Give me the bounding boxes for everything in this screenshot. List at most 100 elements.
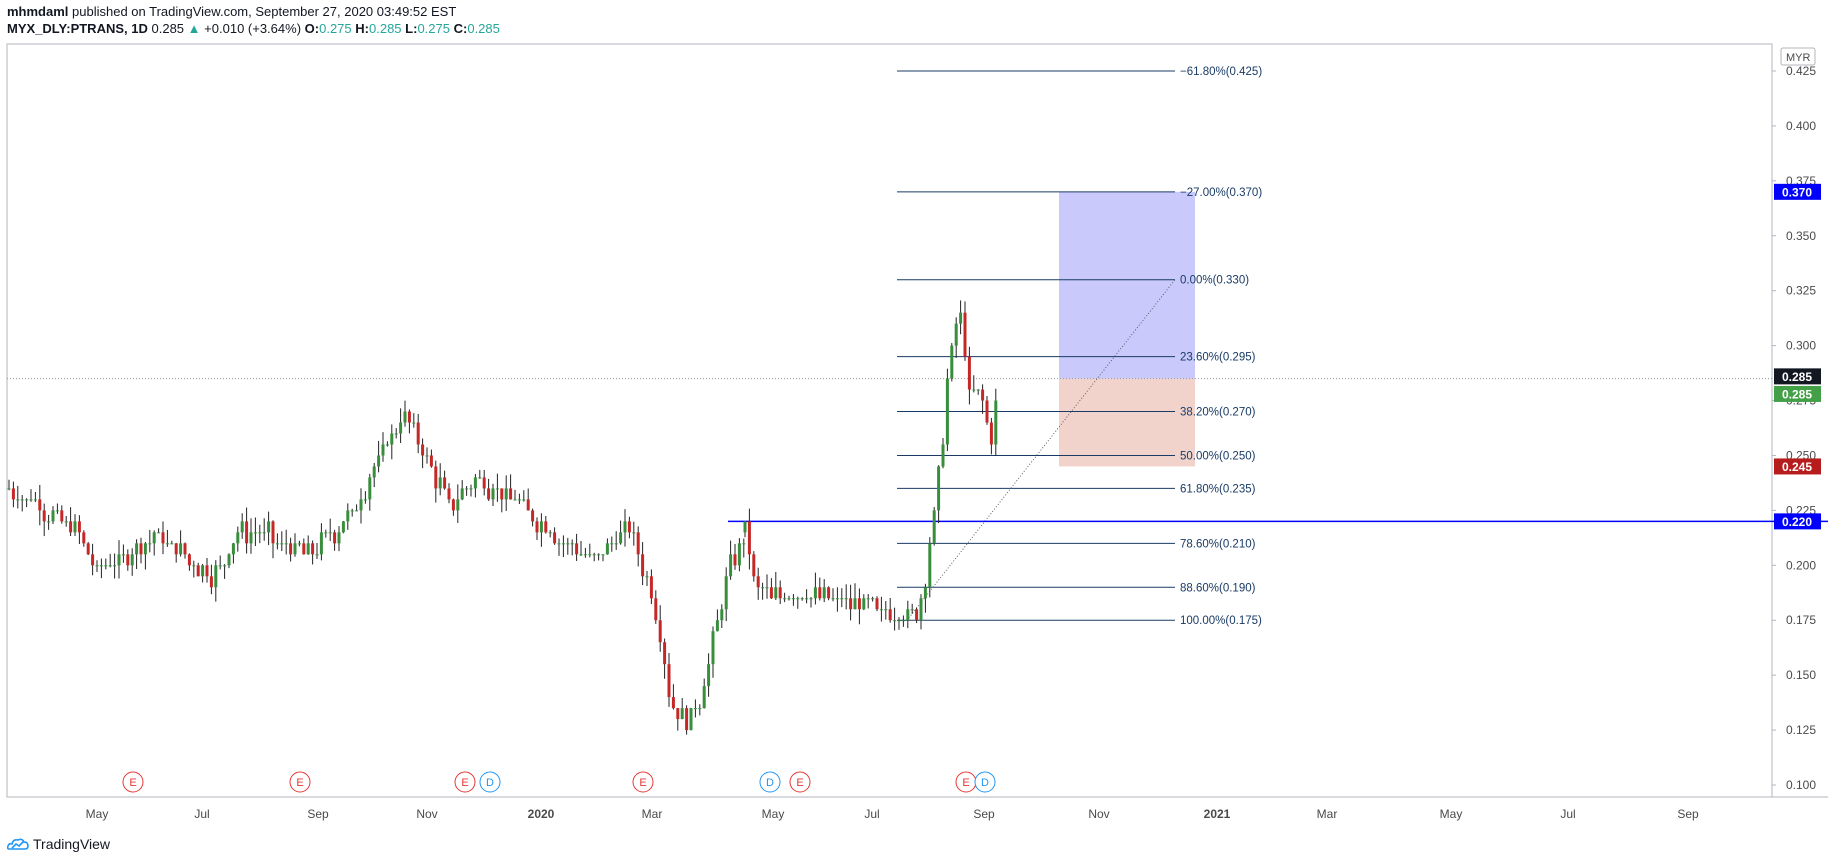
candle-body xyxy=(561,543,565,545)
candle-body xyxy=(91,554,95,566)
dividend-marker[interactable] xyxy=(479,771,501,793)
candle-body xyxy=(623,521,627,533)
candle-body xyxy=(51,510,55,522)
candle-body xyxy=(787,598,791,600)
high-label: H: xyxy=(355,21,369,36)
candle-body xyxy=(253,532,257,534)
candle-body xyxy=(893,620,897,622)
candle-body xyxy=(113,565,117,567)
candle-body xyxy=(809,598,813,600)
candle-body xyxy=(399,422,403,434)
x-tick-label: May xyxy=(762,807,785,821)
candle-body xyxy=(901,620,905,622)
candle-body xyxy=(614,543,618,545)
candle-body xyxy=(945,378,949,445)
dividend-marker[interactable] xyxy=(759,771,781,793)
x-tick-label: Jul xyxy=(864,807,879,821)
candle-body xyxy=(831,598,835,600)
event-marker-label: D xyxy=(766,777,774,789)
price-tag-label: 0.220 xyxy=(1782,515,1812,529)
candle-body xyxy=(20,499,24,501)
candle-body xyxy=(853,598,857,610)
candle-body xyxy=(522,499,526,501)
candle-body xyxy=(835,598,839,600)
candle-body xyxy=(500,488,504,500)
fib-level-label: 0.00%(0.330) xyxy=(1180,275,1249,287)
candle-body xyxy=(7,488,11,490)
candle-body xyxy=(161,532,165,544)
candle-body xyxy=(981,389,985,401)
x-tick-label: May xyxy=(86,807,109,821)
candle-body xyxy=(465,488,469,490)
plot-frame xyxy=(6,43,1773,798)
candle-body xyxy=(888,609,892,621)
candle-body xyxy=(421,444,425,456)
target-zone[interactable] xyxy=(1059,191,1195,379)
stop-zone[interactable] xyxy=(1059,378,1195,467)
candle-body xyxy=(249,532,253,544)
candle-body xyxy=(698,708,702,710)
candle-body xyxy=(658,620,662,643)
currency-label: MYR xyxy=(1786,52,1811,64)
last-price: 0.285 xyxy=(151,21,185,36)
candle-body xyxy=(495,488,499,490)
candle-body xyxy=(791,598,795,600)
fib-level-label: −27.00%(0.370) xyxy=(1180,187,1262,199)
y-tick-label: 0.350 xyxy=(1786,229,1816,243)
earnings-marker[interactable] xyxy=(289,771,311,793)
candle-body xyxy=(337,532,341,544)
candle-body xyxy=(517,499,521,501)
candle-body xyxy=(355,510,359,512)
symbol-name: MYX_DLY:PTRANS, 1D xyxy=(7,21,148,36)
candle-body xyxy=(407,411,411,423)
candle-body xyxy=(752,554,756,577)
candle-body xyxy=(910,609,914,611)
candle-body xyxy=(64,521,68,523)
candle-body xyxy=(258,532,262,534)
candle-body xyxy=(311,543,315,555)
candle-body xyxy=(377,455,381,467)
dividend-marker[interactable] xyxy=(974,771,996,793)
candle-body xyxy=(262,532,266,534)
candle-body xyxy=(871,598,875,600)
candle-body xyxy=(117,554,121,566)
candle-body xyxy=(143,543,147,555)
earnings-marker[interactable] xyxy=(789,771,811,793)
publish-info: mhmdaml published on TradingView.com, Se… xyxy=(7,4,456,19)
fib-trend-line[interactable] xyxy=(906,279,1176,621)
candle-body xyxy=(434,466,438,489)
price-tag-label: 0.245 xyxy=(1782,460,1812,474)
candle-body xyxy=(526,499,530,511)
author-name[interactable]: mhmdaml xyxy=(7,4,69,19)
candle-body xyxy=(416,422,420,445)
candle-body xyxy=(42,510,46,522)
candle-body xyxy=(737,543,741,566)
earnings-marker[interactable] xyxy=(632,771,654,793)
candle-body xyxy=(994,400,998,445)
candle-body xyxy=(25,499,29,501)
candle-body xyxy=(989,422,993,445)
candle-body xyxy=(592,554,596,556)
candle-body xyxy=(707,664,711,687)
candle-body xyxy=(473,477,477,489)
candle-body xyxy=(148,543,152,545)
candle-body xyxy=(227,554,231,566)
candle-body xyxy=(756,576,760,588)
event-marker-label: E xyxy=(796,777,803,789)
x-tick-label: Sep xyxy=(973,807,995,821)
candle-body xyxy=(152,532,156,544)
candle-body xyxy=(412,422,416,424)
fib-level-label: 88.60%(0.190) xyxy=(1180,582,1256,594)
candle-body xyxy=(742,543,746,545)
earnings-marker[interactable] xyxy=(122,771,144,793)
tradingview-logo[interactable]: TradingView xyxy=(7,836,110,852)
earnings-marker[interactable] xyxy=(454,771,476,793)
candle-body xyxy=(702,686,706,709)
candle-body xyxy=(535,521,539,533)
candle-body xyxy=(513,499,517,501)
low-value: 0.275 xyxy=(417,21,450,36)
candle-body xyxy=(579,554,583,556)
fib-level-label: 100.00%(0.175) xyxy=(1180,615,1262,627)
candle-body xyxy=(866,598,870,600)
